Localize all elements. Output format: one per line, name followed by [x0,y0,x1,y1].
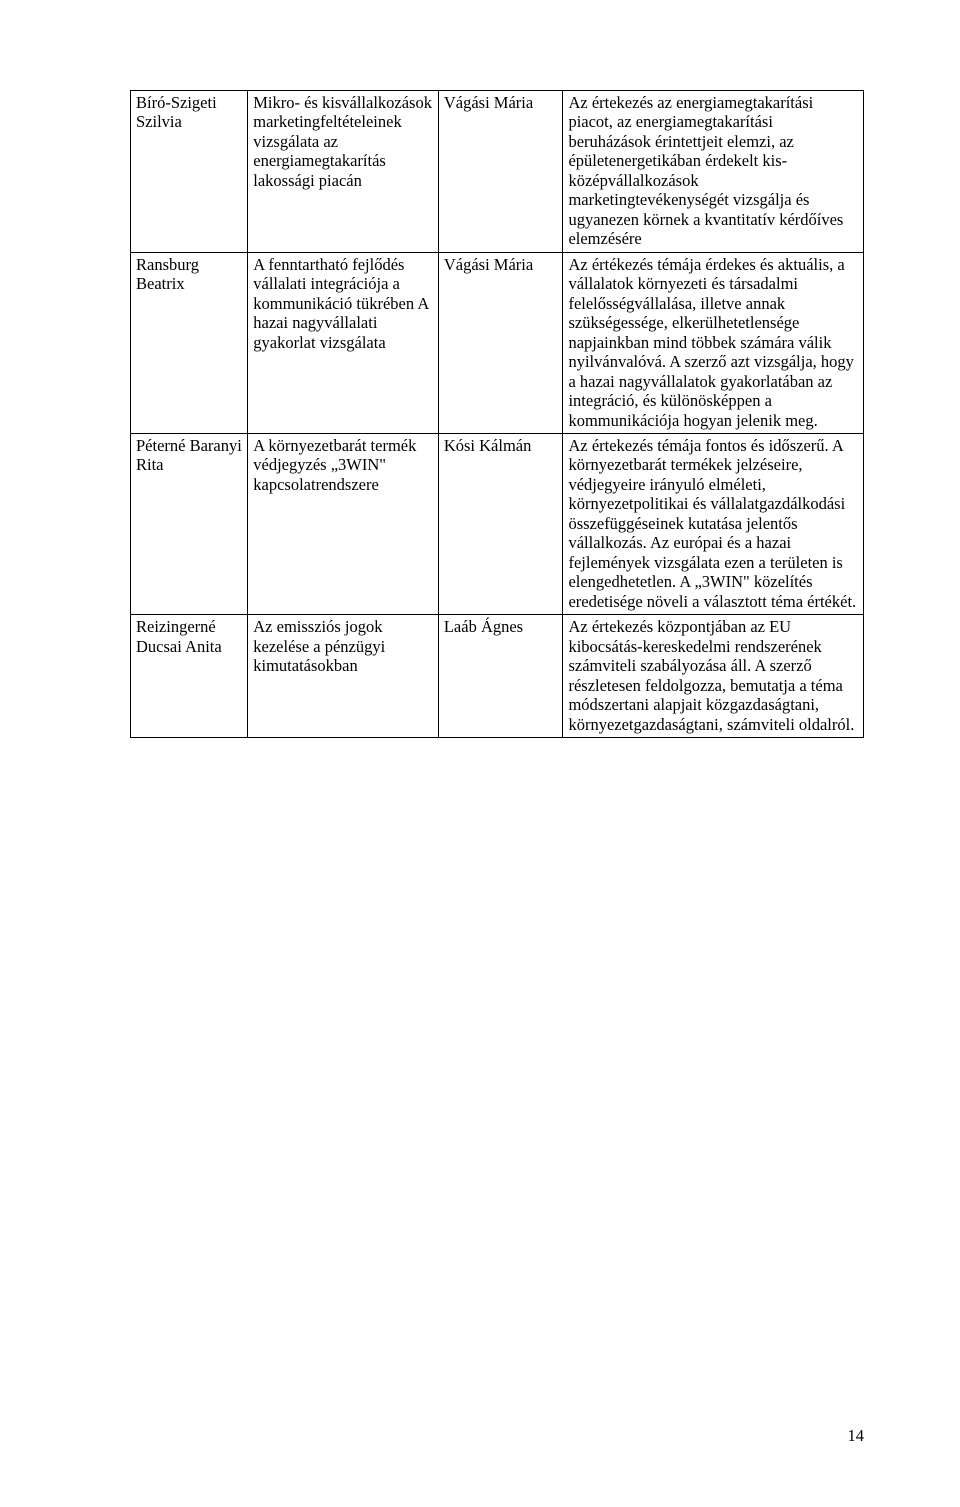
cell-title: Az emissziós jogok kezelése a pénzügyi k… [248,615,439,738]
cell-title: A fenntartható fejlődés vállalati integr… [248,252,439,433]
cell-name: Reizingerné Ducsai Anita [131,615,248,738]
cell-title: Mikro- és kisvállalkozások marketingfelt… [248,91,439,253]
cell-summary: Az értekezés témája fontos és időszerű. … [563,433,864,614]
table-row: Péterné Baranyi Rita A környezetbarát te… [131,433,864,614]
cell-reviewer: Laáb Ágnes [438,615,563,738]
page-number: 14 [848,1426,865,1445]
table-row: Ransburg Beatrix A fenntartható fejlődés… [131,252,864,433]
cell-name: Péterné Baranyi Rita [131,433,248,614]
data-table: Bíró-Szigeti Szilvia Mikro- és kisvállal… [130,90,864,738]
cell-name: Ransburg Beatrix [131,252,248,433]
cell-title: A környezetbarát termék védjegyzés „3WIN… [248,433,439,614]
cell-reviewer: Vágási Mária [438,91,563,253]
cell-reviewer: Vágási Mária [438,252,563,433]
cell-reviewer: Kósi Kálmán [438,433,563,614]
table-row: Bíró-Szigeti Szilvia Mikro- és kisvállal… [131,91,864,253]
cell-summary: Az értekezés központjában az EU kibocsát… [563,615,864,738]
cell-name: Bíró-Szigeti Szilvia [131,91,248,253]
cell-summary: Az értekezés az energiamegtakarítási pia… [563,91,864,253]
table-body: Bíró-Szigeti Szilvia Mikro- és kisvállal… [131,91,864,738]
table-row: Reizingerné Ducsai Anita Az emissziós jo… [131,615,864,738]
cell-summary: Az értékezés témája érdekes és aktuális,… [563,252,864,433]
